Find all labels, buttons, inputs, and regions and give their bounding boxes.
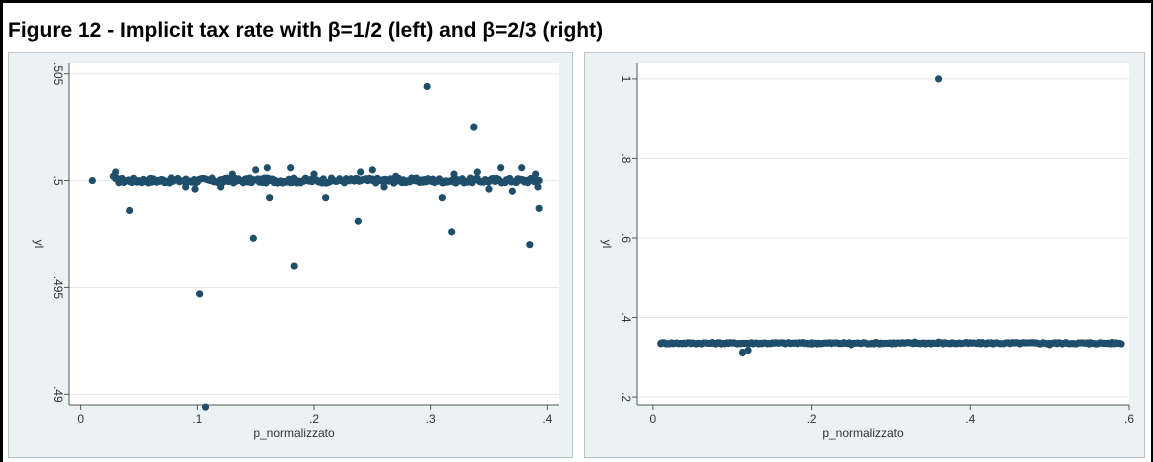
scatter-point [290, 262, 298, 270]
x-tick-label: 0 [77, 412, 84, 426]
scatter-point [526, 241, 534, 249]
scatter-point [88, 176, 96, 185]
scatter-point [1046, 341, 1054, 349]
scatter-point [322, 194, 330, 202]
plot-area [69, 63, 559, 405]
scatter-point [357, 168, 365, 176]
scatter-point [1006, 340, 1014, 348]
x-tick-label: .4 [542, 412, 552, 426]
scatter-point [201, 403, 210, 411]
y-tick-label: .2 [619, 392, 633, 402]
scatter-point [497, 164, 505, 172]
x-tick-label: .2 [309, 412, 319, 426]
y-tick-label: .6 [619, 233, 633, 243]
scatter-point [263, 164, 271, 172]
scatter-point [535, 204, 543, 212]
x-tick-label: .6 [1124, 412, 1134, 426]
scatter-point [112, 168, 120, 176]
scatter-point [438, 194, 446, 202]
scatter-point [310, 170, 318, 178]
y-tick-label: .8 [619, 153, 633, 163]
y-axis-title: yl [32, 240, 46, 249]
scatter-point [423, 82, 431, 91]
scatter-point [249, 234, 257, 242]
scatter-point [1113, 339, 1121, 347]
scatter-point [470, 123, 478, 131]
right-scatter-chart: .2 .4 .6 .8 1 0 .2 .4 .6 p_normalizzato yl [600, 63, 1134, 440]
scatter-point [147, 174, 155, 183]
scatter-point [738, 348, 747, 357]
scatter-point [847, 341, 855, 349]
scatter-point [380, 183, 388, 191]
scatter-point [126, 206, 134, 215]
scatter-point [392, 172, 400, 180]
x-axis-title: p_normalizzato [822, 426, 904, 440]
scatter-point [518, 164, 526, 172]
scatter-point [658, 339, 666, 347]
scatter-point [182, 183, 190, 191]
scatter-point [473, 168, 481, 176]
y-tick-label: .5 [51, 176, 65, 186]
scatter-point [164, 179, 172, 187]
x-tick-label: .4 [965, 412, 975, 426]
scatter-point [228, 170, 236, 178]
y-tick-label: .495 [51, 276, 65, 300]
scatter-point [266, 194, 274, 202]
y-tick-label: 1 [619, 76, 633, 83]
scatter-point [807, 340, 816, 348]
scatter-point [354, 217, 362, 225]
x-tick-label: .2 [807, 412, 817, 426]
scatter-point [1085, 340, 1093, 348]
left-chart-panel: .49 .495 .5 .505 0 .1 .2 .3 .4 p_normalizzato yl [8, 52, 573, 458]
y-axis-title: yl [600, 240, 614, 249]
scatter-point [508, 187, 516, 195]
x-axis-title: p_normalizzato [253, 426, 335, 440]
y-tick-label: .505 [51, 62, 65, 86]
left-scatter-chart: .49 .495 .5 .505 0 .1 .2 .3 .4 p_normalizzato yl [32, 62, 559, 440]
scatter-point [217, 183, 225, 191]
scatter-point [450, 170, 458, 178]
x-tick-label: 0 [650, 412, 657, 426]
scatter-point [287, 164, 295, 172]
x-tick-label: .1 [192, 412, 202, 426]
scatter-point [191, 185, 199, 193]
scatter-point [196, 290, 204, 298]
figure-title: Figure 12 - Implicit tax rate with β=1/2… [8, 19, 604, 42]
y-tick-label: .49 [51, 386, 65, 403]
scatter-point [532, 170, 540, 178]
band-point [535, 176, 543, 185]
scatter-point [911, 338, 919, 346]
scatter-point [934, 338, 943, 346]
right-chart-panel: .2 .4 .6 .8 1 0 .2 .4 .6 p_normalizzato yl [584, 52, 1145, 458]
scatter-point [252, 166, 260, 174]
plot-area [637, 63, 1129, 405]
scatter-point [744, 346, 752, 355]
scatter-point [448, 228, 456, 236]
scatter-point [485, 185, 493, 193]
scatter-point [934, 75, 943, 83]
scatter-point [534, 183, 542, 191]
scatter-point [673, 339, 681, 347]
scatter-point [368, 166, 376, 174]
y-tick-label: .4 [619, 313, 633, 323]
x-tick-label: .3 [426, 412, 436, 426]
